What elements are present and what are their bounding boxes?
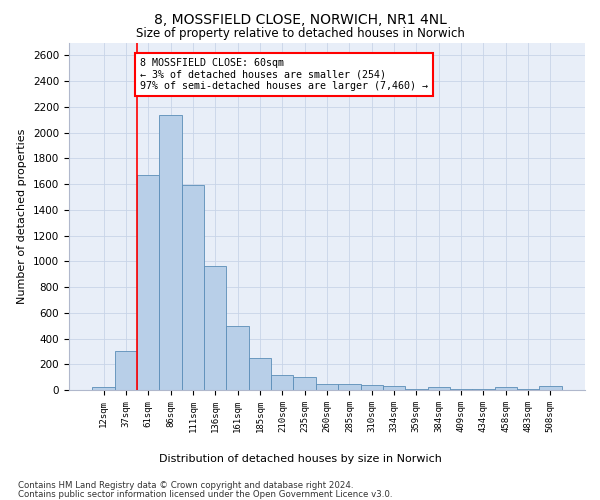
Bar bbox=[293, 377, 316, 390]
Bar bbox=[517, 388, 539, 390]
Bar bbox=[160, 114, 182, 390]
Bar bbox=[271, 374, 293, 390]
Bar bbox=[494, 388, 517, 390]
Bar bbox=[405, 388, 428, 390]
Text: Size of property relative to detached houses in Norwich: Size of property relative to detached ho… bbox=[136, 28, 464, 40]
Bar bbox=[92, 387, 115, 390]
Bar bbox=[182, 186, 204, 390]
Bar bbox=[383, 386, 405, 390]
Text: Contains public sector information licensed under the Open Government Licence v3: Contains public sector information licen… bbox=[18, 490, 392, 499]
Bar bbox=[204, 266, 226, 390]
Bar bbox=[316, 384, 338, 390]
Bar bbox=[450, 388, 472, 390]
Bar bbox=[338, 384, 361, 390]
Bar bbox=[428, 388, 450, 390]
Text: 8, MOSSFIELD CLOSE, NORWICH, NR1 4NL: 8, MOSSFIELD CLOSE, NORWICH, NR1 4NL bbox=[154, 12, 446, 26]
Bar bbox=[539, 386, 562, 390]
Bar bbox=[249, 358, 271, 390]
Text: 8 MOSSFIELD CLOSE: 60sqm
← 3% of detached houses are smaller (254)
97% of semi-d: 8 MOSSFIELD CLOSE: 60sqm ← 3% of detache… bbox=[140, 58, 428, 91]
Y-axis label: Number of detached properties: Number of detached properties bbox=[17, 128, 28, 304]
Bar bbox=[226, 326, 249, 390]
Bar bbox=[361, 386, 383, 390]
Bar bbox=[115, 352, 137, 390]
Bar bbox=[137, 175, 160, 390]
Text: Distribution of detached houses by size in Norwich: Distribution of detached houses by size … bbox=[158, 454, 442, 464]
Bar bbox=[472, 388, 494, 390]
Text: Contains HM Land Registry data © Crown copyright and database right 2024.: Contains HM Land Registry data © Crown c… bbox=[18, 481, 353, 490]
